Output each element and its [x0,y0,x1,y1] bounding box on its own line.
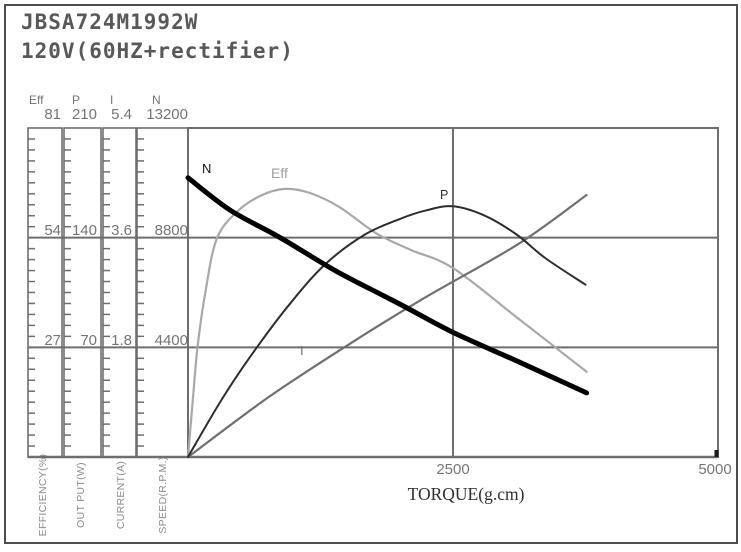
axis-value-i-max: 5.4 [111,106,132,123]
curve-n [185,175,590,396]
axis-value-i-low: 1.8 [111,332,132,349]
axis-value-n-low: 4400 [154,332,188,349]
axis-header-n: N [152,93,161,107]
axis-header-p: P [72,93,81,107]
curve-label-power: P [440,188,449,202]
axis-header-i: I [110,93,114,107]
x-tick-5000: 5000 [698,461,732,478]
voltage-subtitle: 120V(60HZ+rectifier) [21,39,294,63]
x-tick-2500: 2500 [436,461,470,478]
axis-value-eff-low: 27 [44,332,61,349]
curve-p [187,205,587,458]
axis-value-eff-mid: 54 [44,222,61,239]
axis-value-p-mid: 140 [71,222,97,239]
curve-label-speed: N [202,161,212,176]
axis-value-i-mid: 3.6 [111,222,132,239]
axis-value-p-max: 210 [71,106,97,123]
curve-label-current: I [300,343,304,358]
axis-value-eff-max: 81 [44,106,61,123]
axis-value-n-max: 13200 [146,106,188,123]
x-axis-title: TORQUE(g.cm) [407,484,525,504]
axis-value-p-low: 70 [80,332,97,349]
model-title: JBSA724M1992W [21,10,199,34]
outer-border [4,4,738,544]
curve-eff [186,187,588,459]
curve-i [186,193,588,459]
axis-header-eff: Eff [29,93,44,107]
curve-label-efficiency: Eff [271,165,288,181]
axis-value-n-mid: 8800 [154,222,188,239]
